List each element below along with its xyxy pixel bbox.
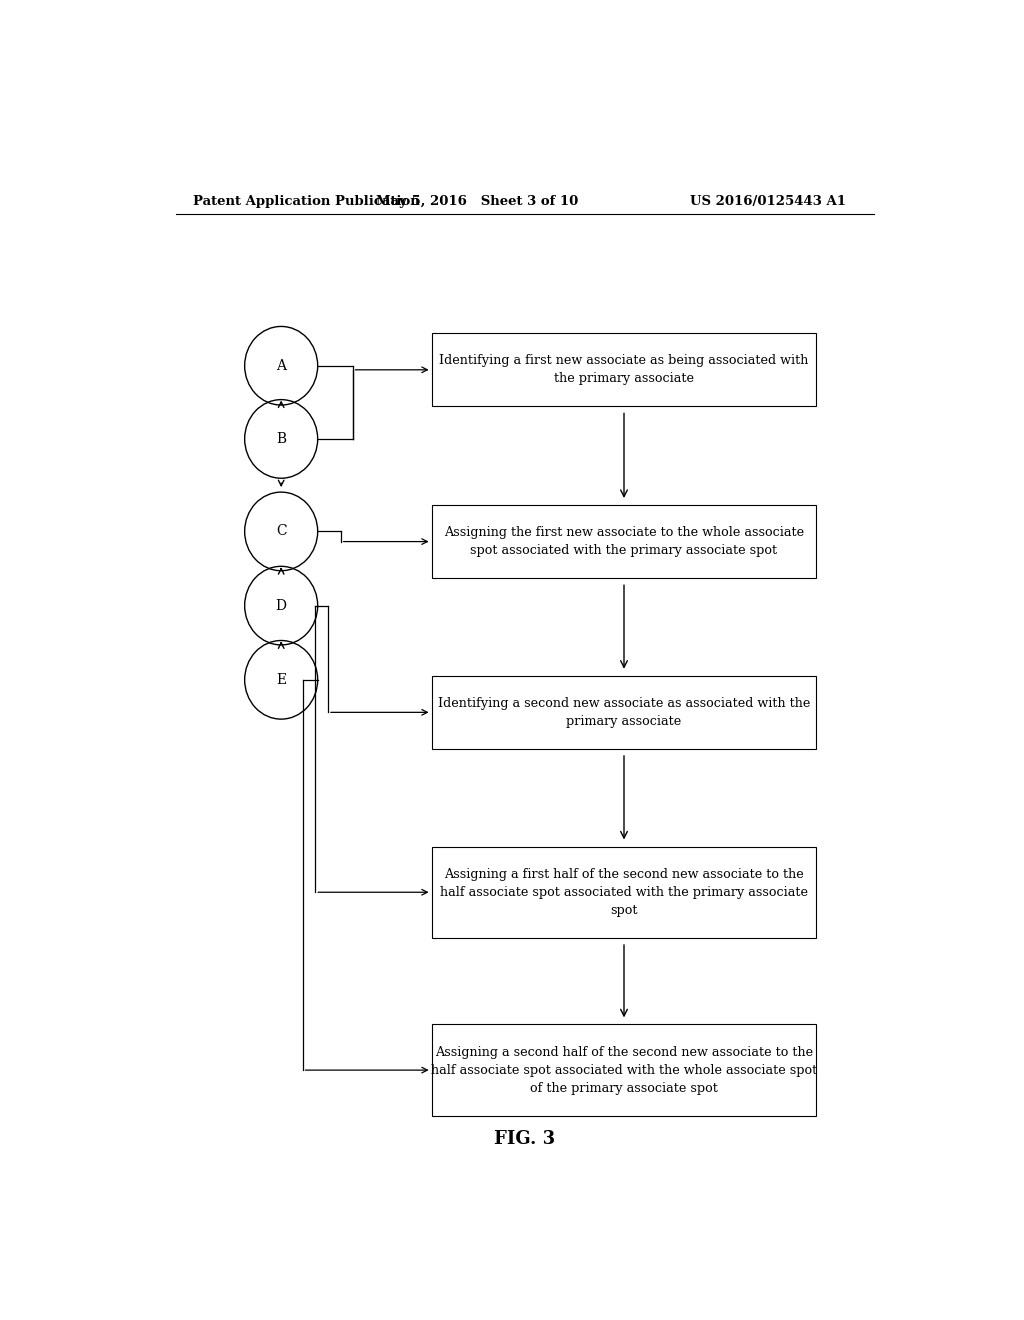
Text: FIG. 3: FIG. 3 xyxy=(495,1130,555,1148)
Bar xyxy=(431,846,816,939)
Text: Identifying a second new associate as associated with the
primary associate: Identifying a second new associate as as… xyxy=(438,697,810,727)
Text: Assigning a second half of the second new associate to the
half associate spot a: Assigning a second half of the second ne… xyxy=(431,1045,817,1094)
Text: B: B xyxy=(276,432,287,446)
Text: Patent Application Publication: Patent Application Publication xyxy=(194,194,420,207)
Bar xyxy=(431,1024,816,1115)
Text: May 5, 2016   Sheet 3 of 10: May 5, 2016 Sheet 3 of 10 xyxy=(376,194,579,207)
Text: D: D xyxy=(275,598,287,612)
Text: Assigning a first half of the second new associate to the
half associate spot as: Assigning a first half of the second new… xyxy=(440,867,808,917)
Text: A: A xyxy=(276,359,286,372)
Text: C: C xyxy=(275,524,287,539)
Bar xyxy=(431,676,816,748)
Text: E: E xyxy=(276,673,287,686)
Text: US 2016/0125443 A1: US 2016/0125443 A1 xyxy=(690,194,846,207)
Text: Identifying a first new associate as being associated with
the primary associate: Identifying a first new associate as bei… xyxy=(439,354,809,385)
Bar xyxy=(431,333,816,407)
Text: Assigning the first new associate to the whole associate
spot associated with th: Assigning the first new associate to the… xyxy=(444,527,804,557)
Bar xyxy=(431,506,816,578)
